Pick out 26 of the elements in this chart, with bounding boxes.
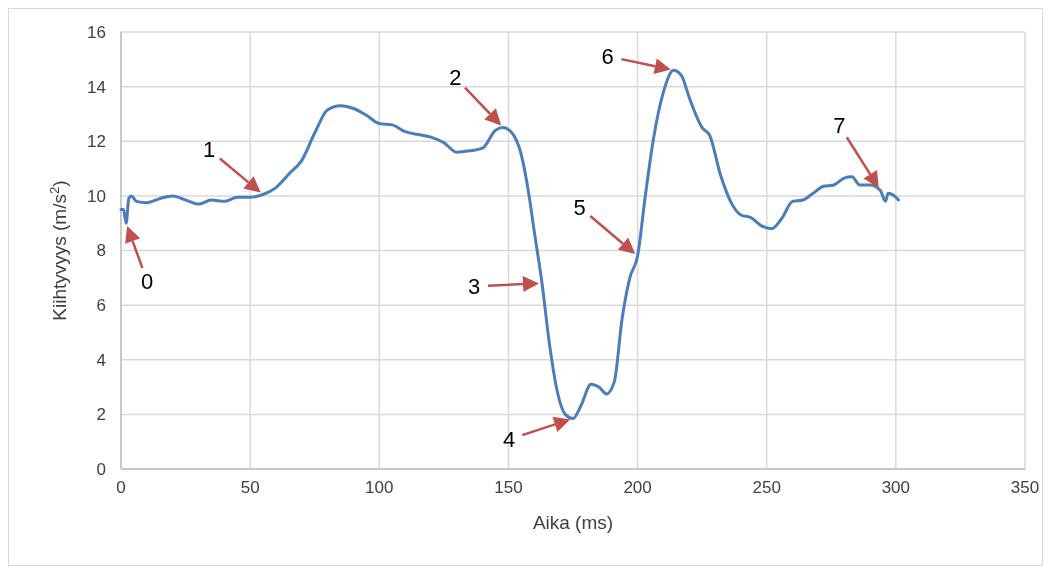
x-tick-label: 100 — [365, 478, 394, 497]
x-tick-label: 200 — [623, 478, 652, 497]
annotation: 3 — [467, 273, 481, 299]
x-tick-label: 250 — [752, 478, 781, 497]
y-tick-label: 12 — [87, 132, 106, 152]
y-tick-label: 16 — [87, 22, 106, 42]
annotation: 1 — [202, 137, 216, 163]
y-tick-label: 6 — [96, 296, 106, 316]
y-tick-label: 2 — [96, 405, 106, 425]
y-tick-label: 14 — [87, 77, 106, 97]
x-axis-title: Aika (ms) — [532, 512, 614, 533]
y-tick-label: 8 — [96, 241, 106, 261]
x-tick-label: 350 — [1010, 478, 1040, 497]
annotation: 4 — [502, 427, 516, 453]
x-tick-label: 50 — [240, 478, 260, 497]
y-tick-label: 10 — [87, 186, 106, 206]
y-tick-label: 4 — [96, 350, 106, 370]
annotation: 0 — [141, 268, 154, 294]
annotation: 7 — [833, 113, 846, 139]
annotation: 6 — [601, 43, 614, 69]
x-tick-label: 150 — [494, 478, 523, 497]
annotation: 2 — [449, 65, 462, 91]
x-tick-label: 300 — [881, 478, 911, 497]
y-tick-label: 0 — [96, 459, 106, 479]
annotation: 5 — [573, 194, 586, 220]
x-tick-label: 0 — [116, 478, 126, 497]
